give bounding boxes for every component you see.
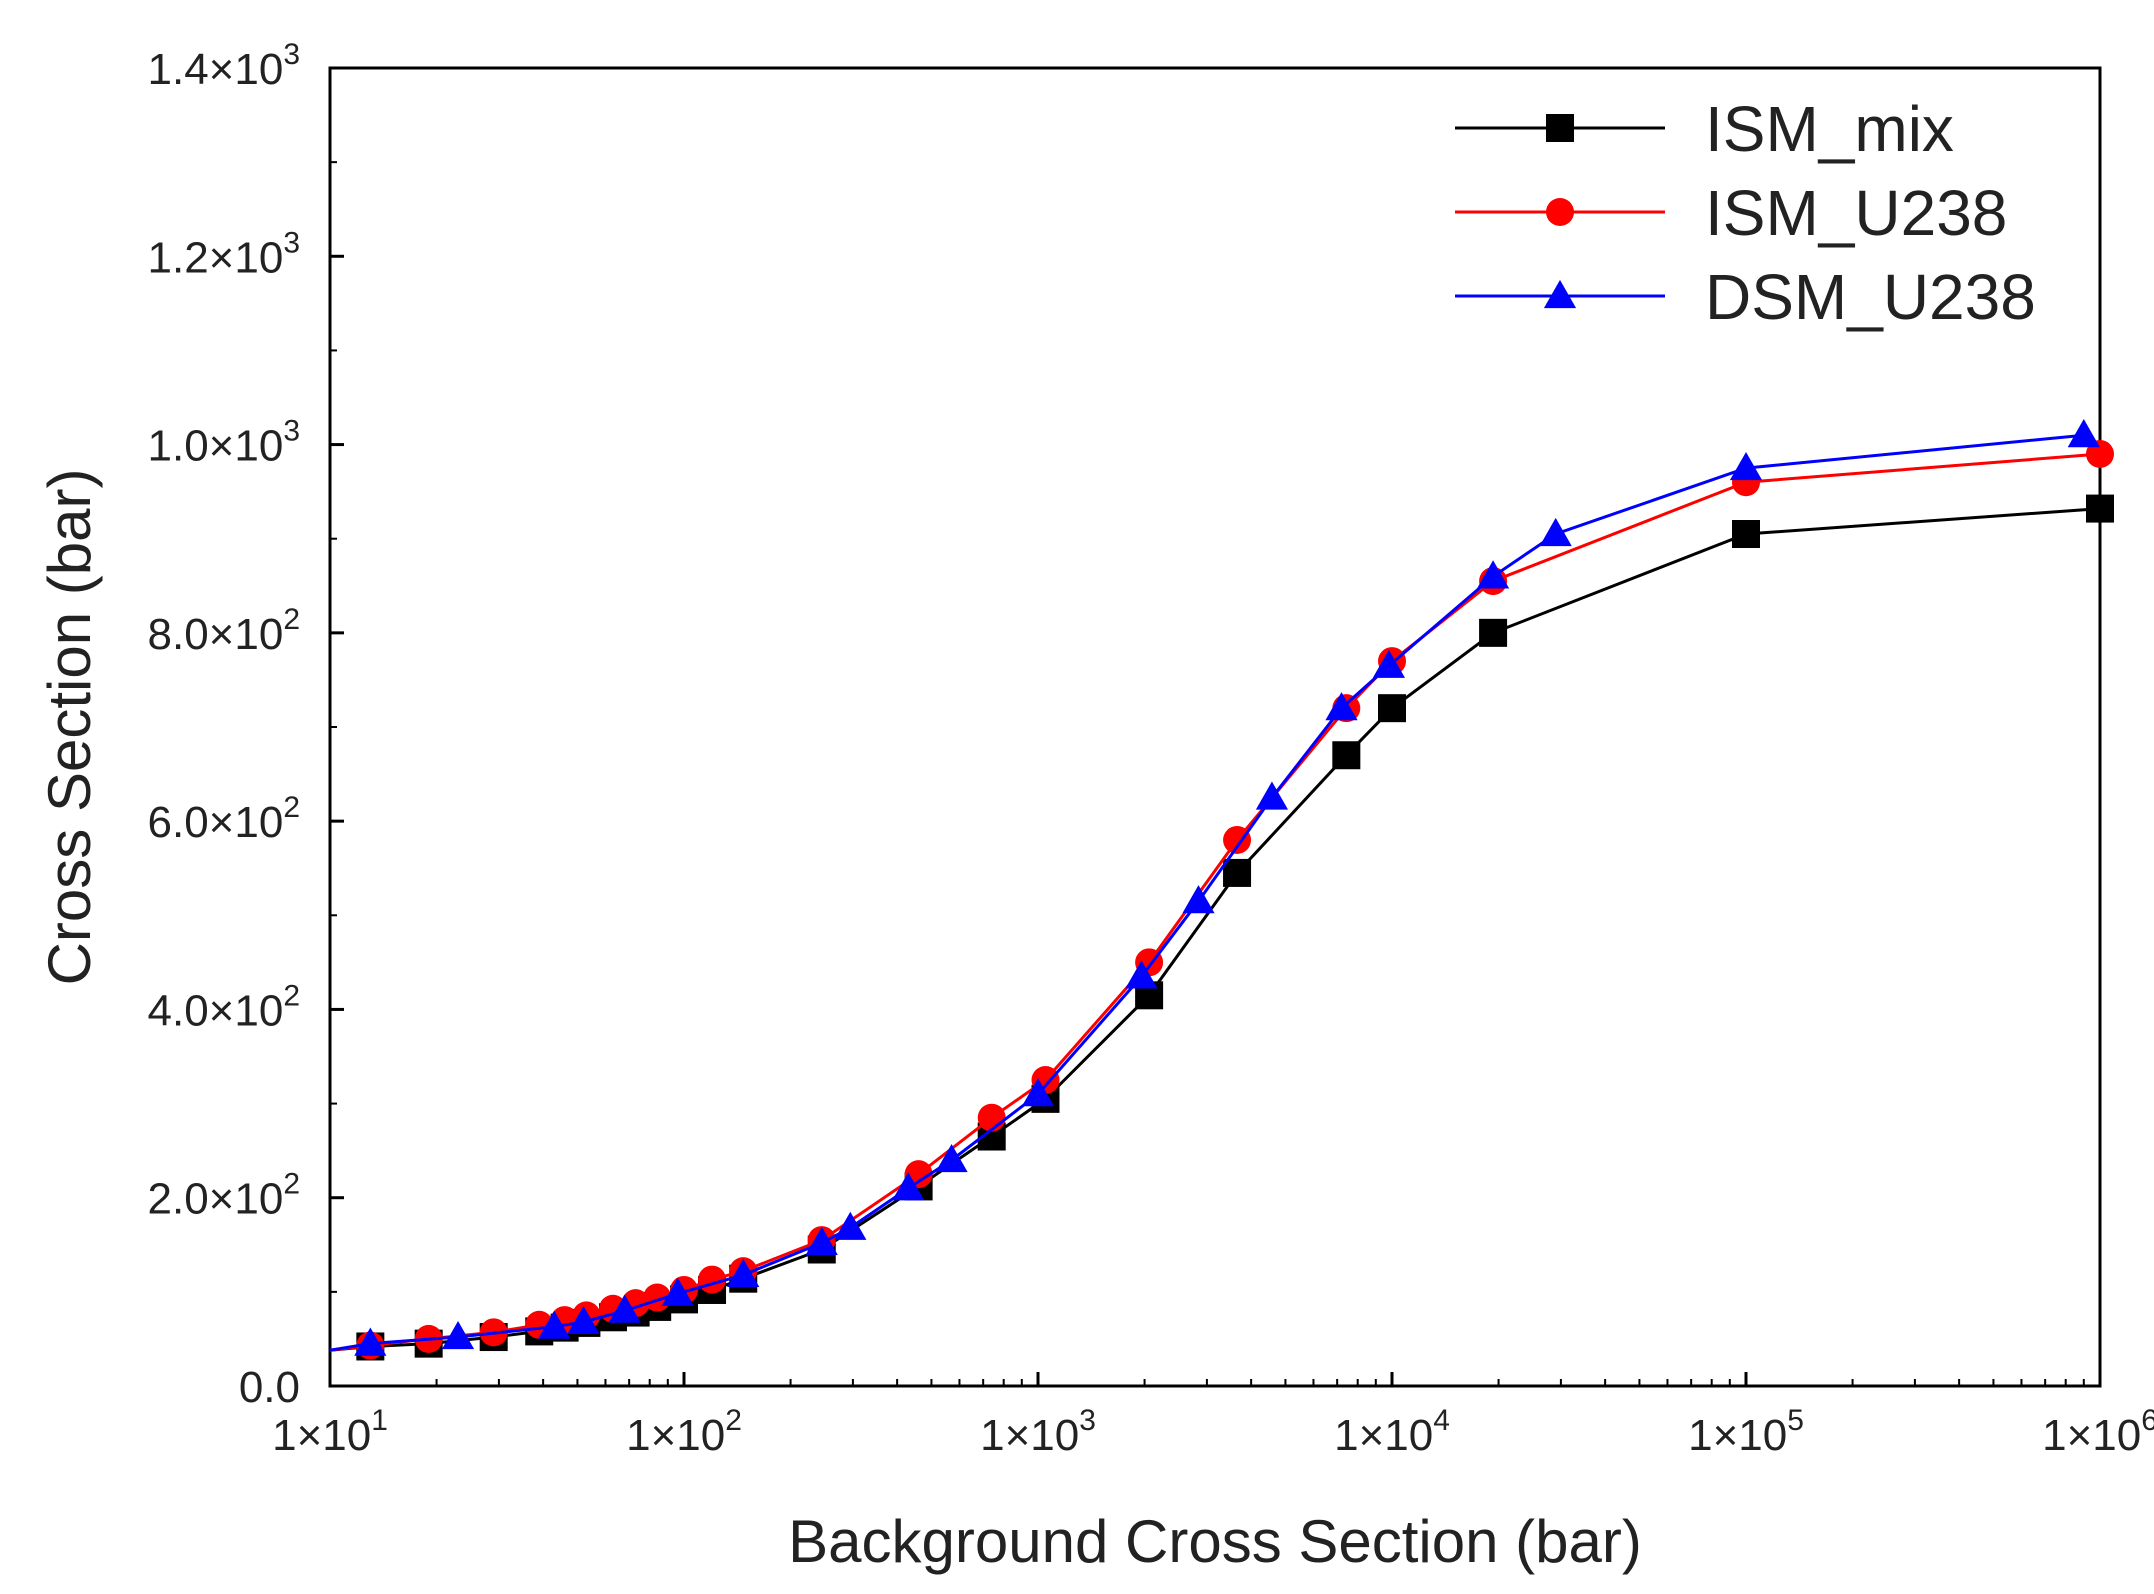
tick-label-mantissa: 1×10	[1688, 1411, 1787, 1460]
tick-label-exponent: 2	[725, 1404, 742, 1437]
x-tick-label: 1×103	[980, 1404, 1096, 1460]
data-point	[1539, 517, 1572, 547]
tick-label-mantissa: 1.2×10	[148, 233, 284, 282]
legend-swatch-marker	[1546, 198, 1574, 226]
legend-swatch-marker	[1543, 279, 1577, 309]
legend-label: ISM_U238	[1705, 177, 2007, 249]
data-point	[441, 1320, 475, 1350]
legend: ISM_mix ISM_U238 DSM_U238	[1455, 93, 2036, 333]
data-point	[1372, 649, 1405, 678]
data-point	[935, 1143, 968, 1173]
x-tick-label: 1×101	[272, 1404, 388, 1460]
y-tick-label: 1.0×103	[148, 415, 301, 471]
tick-label-exponent: 3	[283, 38, 300, 71]
tick-label-mantissa: 1×10	[980, 1411, 1079, 1460]
legend-swatch-marker	[1546, 114, 1574, 142]
y-tick-label: 1.2×103	[148, 226, 301, 282]
tick-label-exponent: 3	[283, 226, 300, 259]
legend-item: DSM_U238	[1455, 261, 2036, 333]
y-tick-label: 6.0×102	[148, 791, 301, 847]
series-layer	[329, 419, 2114, 1361]
legend-label: DSM_U238	[1705, 261, 2036, 333]
tick-label-exponent: 2	[283, 1168, 300, 1201]
data-point	[567, 1305, 600, 1335]
data-point	[1223, 858, 1252, 887]
y-axis-title: Cross Section (bar)	[36, 469, 103, 986]
tick-label-mantissa: 6.0×10	[148, 798, 284, 847]
data-point	[2086, 494, 2114, 523]
tick-label-exponent: 3	[283, 415, 300, 448]
y-tick-label: 1.4×103	[148, 38, 301, 94]
data-point	[977, 1103, 1006, 1132]
x-tick-label: 1×105	[1688, 1404, 1804, 1460]
data-point	[1182, 885, 1215, 914]
data-point	[661, 1277, 694, 1306]
y-tick-label: 0.0	[239, 1363, 300, 1412]
tick-label-mantissa: 1×10	[626, 1411, 725, 1460]
data-point	[727, 1258, 760, 1287]
data-point	[1255, 781, 1289, 810]
tick-label-mantissa: 1×10	[272, 1411, 371, 1460]
data-point	[805, 1226, 838, 1255]
tick-label-mantissa: 0.0	[239, 1363, 300, 1412]
data-point	[1021, 1078, 1055, 1107]
tick-label-mantissa: 2.0×10	[148, 1175, 284, 1224]
data-point	[834, 1211, 867, 1240]
data-point	[1476, 560, 1510, 589]
data-point	[354, 1327, 387, 1356]
legend-item: ISM_mix	[1455, 93, 1954, 165]
data-point	[1732, 520, 1760, 549]
tick-label-exponent: 2	[283, 791, 300, 824]
tick-label-exponent: 2	[283, 979, 300, 1012]
data-point	[1325, 692, 1358, 721]
y-axis: 0.02.0×1024.0×1026.0×1028.0×1021.0×1031.…	[148, 38, 344, 1412]
y-tick-label: 2.0×102	[148, 1168, 301, 1224]
data-point	[1729, 452, 1763, 481]
legend-label: ISM_mix	[1705, 93, 1954, 165]
x-axis: 1×101 1×102 1×103 1×104 1×105 1×106	[272, 1372, 2154, 1460]
tick-label-exponent: 6	[2141, 1404, 2154, 1437]
data-point	[1125, 960, 1158, 989]
data-point	[608, 1294, 641, 1323]
x-tick-label: 1×102	[626, 1404, 742, 1460]
data-point	[1223, 825, 1252, 854]
x-axis-title: Background Cross Section (bar)	[788, 1508, 1642, 1575]
x-tick-label: 1×106	[2042, 1404, 2154, 1460]
tick-label-exponent: 2	[283, 603, 300, 636]
tick-label-exponent: 3	[1079, 1404, 1096, 1437]
tick-label-mantissa: 4.0×10	[148, 986, 284, 1035]
plot-area	[328, 66, 2102, 1388]
data-point	[538, 1310, 571, 1339]
data-point	[2067, 419, 2100, 448]
tick-label-exponent: 1	[371, 1404, 388, 1437]
legend-item: ISM_U238	[1455, 177, 2007, 249]
tick-label-exponent: 4	[1433, 1404, 1450, 1437]
y-tick-label: 4.0×102	[148, 979, 301, 1035]
tick-label-exponent: 5	[1787, 1404, 1804, 1437]
x-tick-label: 1×104	[1334, 1404, 1450, 1460]
data-point	[1479, 618, 1508, 647]
tick-label-mantissa: 8.0×10	[148, 610, 284, 659]
series-dsm-u238	[329, 419, 2100, 1356]
data-point	[1378, 694, 1406, 723]
series-line	[329, 433, 2084, 1352]
y-tick-label: 8.0×102	[148, 603, 301, 659]
tick-label-mantissa: 1×10	[1334, 1411, 1433, 1460]
data-point	[892, 1172, 925, 1201]
tick-label-mantissa: 1.4×10	[148, 45, 284, 94]
tick-label-mantissa: 1.0×10	[148, 422, 284, 471]
tick-label-mantissa: 1×10	[2042, 1411, 2141, 1460]
data-point	[1332, 741, 1361, 770]
